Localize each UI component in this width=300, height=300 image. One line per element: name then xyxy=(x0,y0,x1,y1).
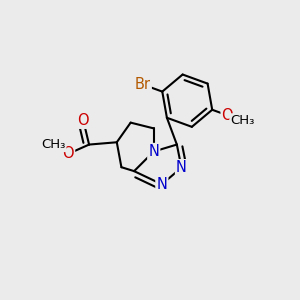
Text: N: N xyxy=(148,144,159,159)
Text: Br: Br xyxy=(135,77,151,92)
Text: O: O xyxy=(77,113,89,128)
Text: N: N xyxy=(156,177,167,192)
Text: O: O xyxy=(222,108,233,123)
Text: O: O xyxy=(62,146,74,161)
Text: N: N xyxy=(176,160,187,175)
Text: CH₃: CH₃ xyxy=(41,138,65,151)
Text: CH₃: CH₃ xyxy=(230,114,255,127)
